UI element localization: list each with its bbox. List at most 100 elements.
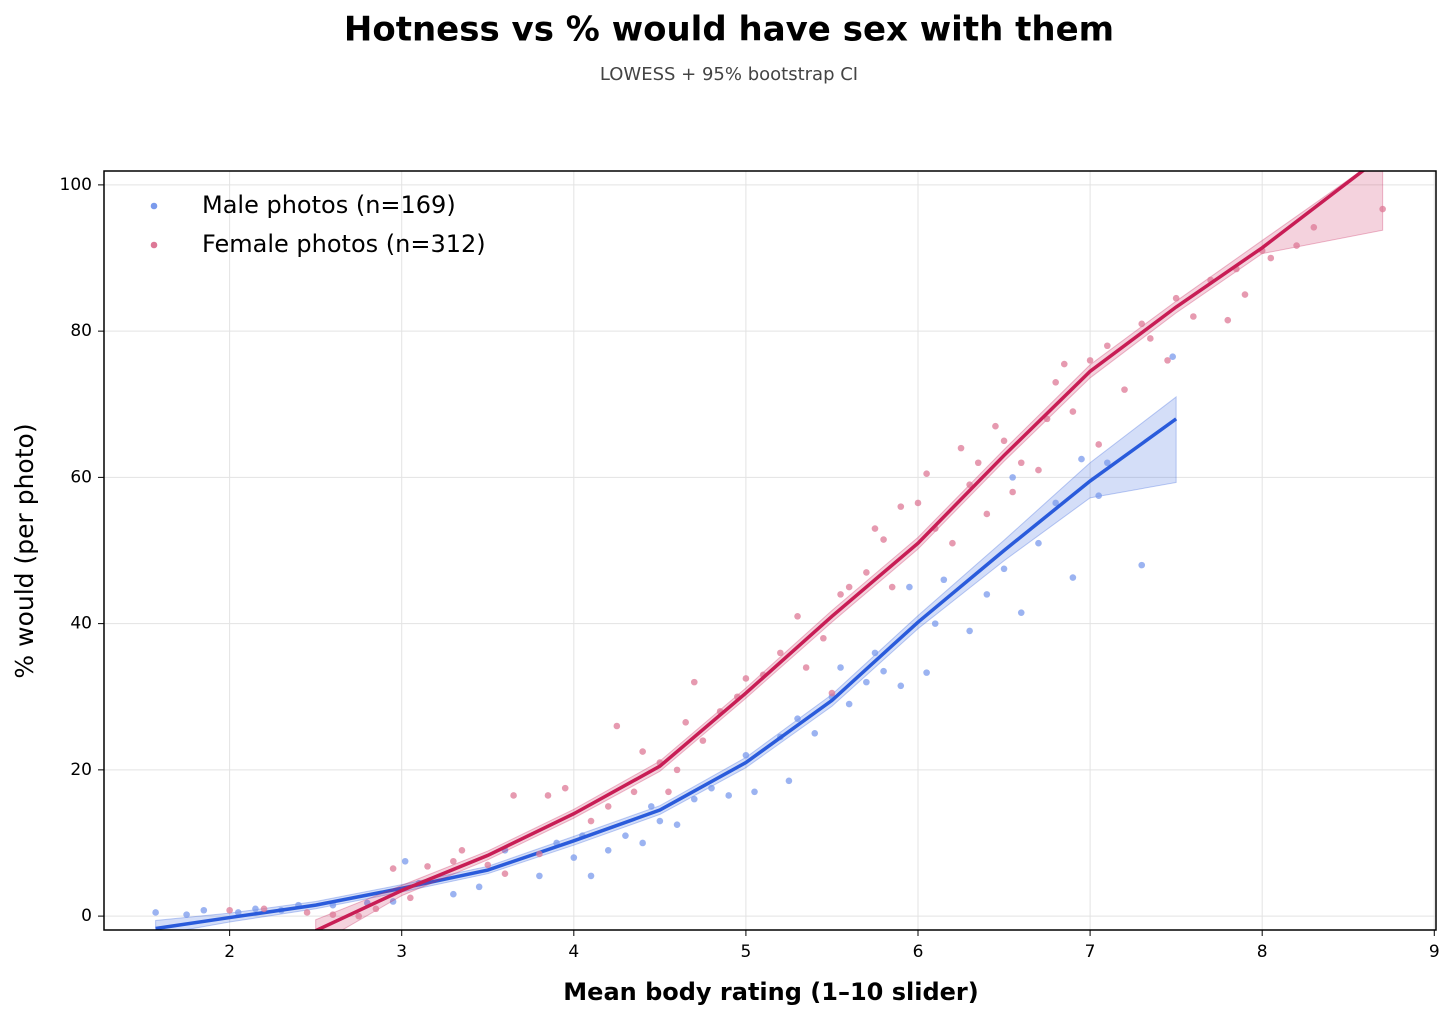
data-point xyxy=(510,792,517,799)
data-point xyxy=(604,846,612,854)
data-point xyxy=(673,821,681,829)
data-point xyxy=(1138,320,1146,328)
data-point xyxy=(1095,441,1102,448)
legend: Male photos (n=169) Female photos (n=312) xyxy=(150,191,486,258)
data-point xyxy=(863,678,870,686)
data-point xyxy=(880,536,887,543)
data-point xyxy=(570,854,578,861)
data-point xyxy=(673,766,681,774)
data-point xyxy=(1138,561,1146,569)
data-point xyxy=(914,499,922,507)
data-point xyxy=(1017,459,1025,467)
data-point xyxy=(260,905,268,913)
data-point xyxy=(639,748,646,755)
x-tick-label: 9 xyxy=(1429,942,1440,962)
data-point xyxy=(561,784,569,792)
data-point xyxy=(837,664,844,671)
data-point xyxy=(983,510,991,518)
legend-marker xyxy=(150,202,158,210)
data-point xyxy=(501,870,509,877)
chart-subtitle: LOWESS + 95% bootstrap CI xyxy=(600,64,858,85)
legend-label: Female photos (n=312) xyxy=(202,230,486,258)
x-tick-label: 4 xyxy=(568,942,579,962)
x-tick-label: 3 xyxy=(396,942,407,962)
data-point xyxy=(401,857,409,865)
data-point xyxy=(1241,291,1249,298)
data-point xyxy=(1224,316,1232,324)
data-point xyxy=(1035,539,1042,547)
data-point xyxy=(389,865,397,872)
data-point xyxy=(888,583,896,591)
data-point xyxy=(536,850,543,858)
data-point xyxy=(794,613,801,620)
data-point xyxy=(957,444,965,452)
x-tick-label: 6 xyxy=(913,942,924,962)
data-point xyxy=(647,803,655,810)
data-point xyxy=(931,620,939,627)
data-point xyxy=(880,667,887,675)
data-point xyxy=(966,481,973,488)
data-point xyxy=(742,675,750,682)
data-point xyxy=(785,777,793,785)
data-point xyxy=(656,817,664,825)
data-point xyxy=(871,649,879,657)
data-point xyxy=(802,664,810,671)
data-point xyxy=(845,583,853,591)
data-point xyxy=(690,795,698,803)
data-point xyxy=(794,715,801,722)
data-point xyxy=(226,906,233,914)
data-point xyxy=(450,890,457,898)
data-point xyxy=(897,682,905,690)
data-point xyxy=(613,722,621,730)
data-point xyxy=(1009,474,1016,481)
data-point xyxy=(906,583,913,591)
data-point xyxy=(329,911,337,918)
data-point xyxy=(622,832,629,839)
data-point xyxy=(751,788,758,796)
y-axis-label: % would (per photo) xyxy=(10,423,39,678)
data-point xyxy=(992,422,999,430)
data-point xyxy=(1017,609,1025,616)
data-point xyxy=(1052,499,1059,507)
data-point xyxy=(682,719,689,726)
data-point xyxy=(183,911,190,918)
x-tick-label: 7 xyxy=(1085,942,1096,962)
data-point xyxy=(923,669,930,676)
data-point xyxy=(1069,574,1077,581)
data-point xyxy=(949,539,956,547)
data-point xyxy=(458,846,466,854)
data-point xyxy=(407,894,414,902)
data-point xyxy=(1121,386,1128,393)
data-point xyxy=(484,861,492,869)
data-point xyxy=(355,912,362,920)
data-point xyxy=(389,898,397,905)
data-point xyxy=(1104,459,1111,467)
data-point xyxy=(777,649,784,657)
data-point xyxy=(983,591,991,598)
x-axis-label: Mean body rating (1–10 slider) xyxy=(563,978,978,1006)
y-tick-label: 20 xyxy=(70,760,92,780)
data-point xyxy=(1009,488,1016,496)
data-point xyxy=(940,576,948,584)
data-point xyxy=(923,470,930,478)
data-point xyxy=(974,459,982,467)
axes: 2 3 4 5 6 7 8 9 0 20 40 60 80 100 xyxy=(60,175,1440,962)
data-point xyxy=(1164,357,1171,364)
data-point xyxy=(828,689,836,697)
data-point xyxy=(544,792,552,799)
data-point xyxy=(811,730,819,737)
data-point xyxy=(1095,492,1102,499)
data-point xyxy=(699,737,707,744)
data-point xyxy=(152,909,159,916)
data-point xyxy=(742,751,750,759)
data-point xyxy=(252,905,259,913)
data-point xyxy=(708,784,715,792)
data-point xyxy=(1147,335,1154,342)
chart-title: Hotness vs % would have sex with them xyxy=(344,10,1114,50)
lowess-line xyxy=(155,417,1178,930)
data-point xyxy=(665,788,672,796)
data-point xyxy=(424,863,431,870)
data-point xyxy=(966,627,973,635)
y-tick-label: 40 xyxy=(70,614,92,634)
y-tick-label: 60 xyxy=(70,467,92,487)
